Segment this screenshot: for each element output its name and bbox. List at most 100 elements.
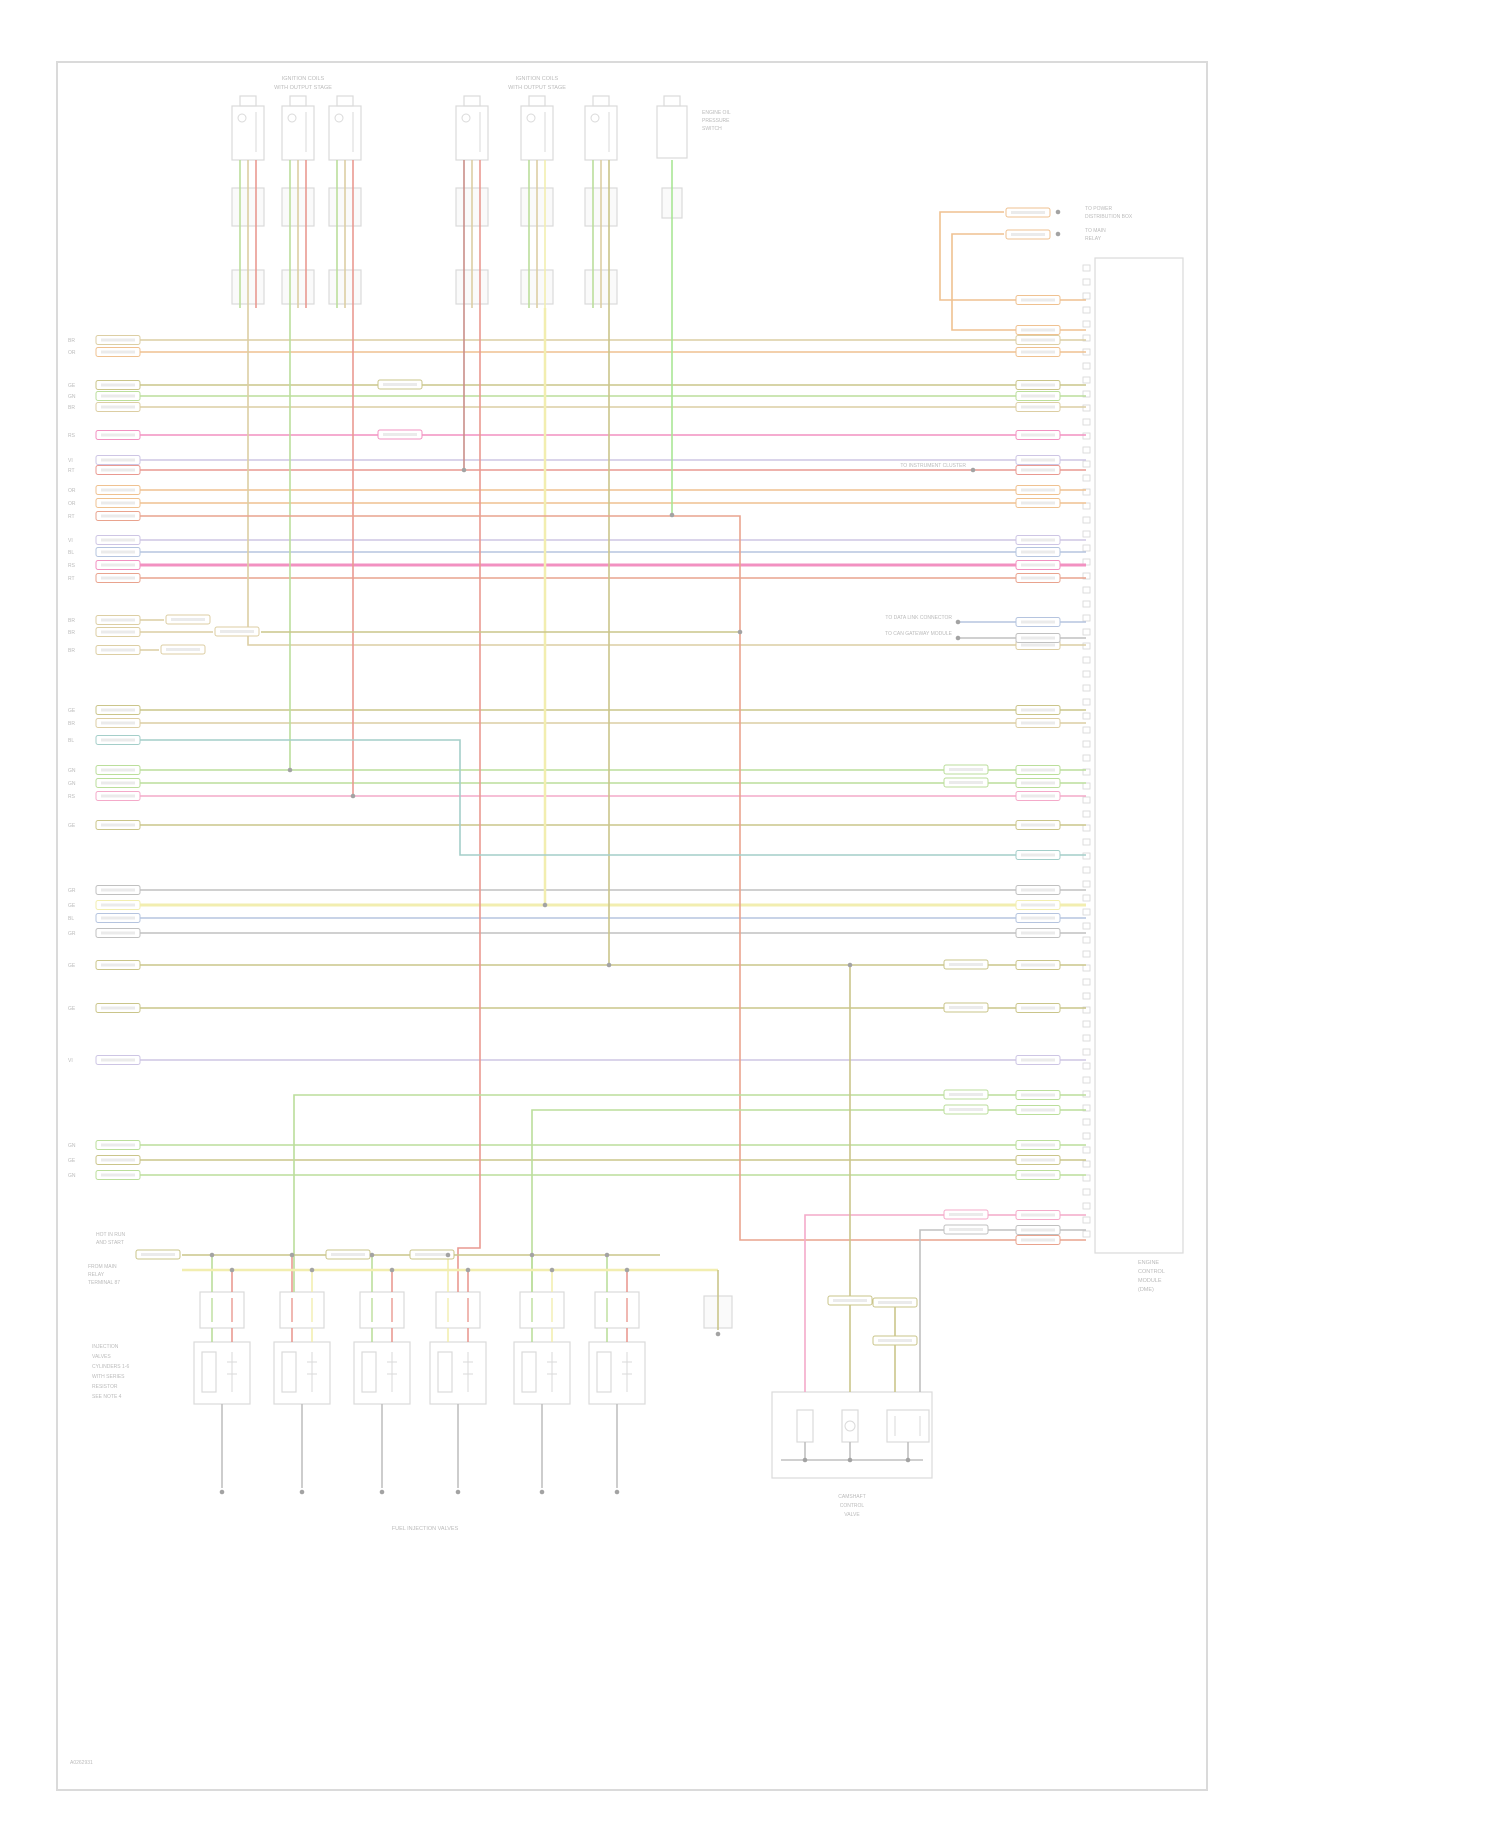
junction-dot xyxy=(209,1252,215,1258)
ignition-coil-connector xyxy=(592,95,610,107)
ecm-pin xyxy=(1082,642,1091,650)
solenoid-assembly-box xyxy=(771,1391,933,1479)
junction-dot xyxy=(369,1252,375,1258)
diagram-text: OR xyxy=(68,488,76,494)
ecm-pin xyxy=(1082,432,1091,440)
junction-dot xyxy=(445,1252,451,1258)
diagram-text: ENGINE OIL xyxy=(702,110,731,116)
coil-symbol xyxy=(526,113,536,123)
injector-connector xyxy=(199,1291,245,1329)
diagram-text: OR xyxy=(68,350,76,356)
ecm-pin xyxy=(1082,264,1091,272)
ignition-coil xyxy=(520,105,554,161)
junction-dot xyxy=(229,1267,235,1273)
ecm-pin xyxy=(1082,278,1091,286)
diagram-text: GR xyxy=(68,888,76,894)
diagram-text: CAMSHAFT xyxy=(838,1494,866,1500)
ecm-pin xyxy=(1082,1230,1091,1238)
ignition-coil-connector xyxy=(289,95,307,107)
ecm-pin xyxy=(1082,1090,1091,1098)
junction-dot xyxy=(970,467,976,473)
diagram-text: GE xyxy=(68,823,76,829)
wire xyxy=(804,1214,1086,1392)
ecm-pin xyxy=(1082,992,1091,1000)
solenoid-valve xyxy=(841,1409,859,1443)
ignition-coil-connector xyxy=(528,95,546,107)
diagram-text: BR xyxy=(68,648,75,654)
ecm-pin xyxy=(1082,1202,1091,1210)
junction-dot xyxy=(309,1267,315,1273)
diagram-text: BR xyxy=(68,618,75,624)
diagram-text: A0262931 xyxy=(70,1760,93,1766)
ecm-pin xyxy=(1082,1174,1091,1182)
ignition-coil-connector xyxy=(336,95,354,107)
ecm-pin xyxy=(1082,768,1091,776)
ecm-pin xyxy=(1082,1020,1091,1028)
text-layer: BR OR GE GN BR RS VI RT OR OR VI BL RS RT GE BR GN GN RS GE… xyxy=(68,76,1165,1766)
diagram-text: TO POWER xyxy=(1085,206,1113,212)
junction-dot xyxy=(549,1267,555,1273)
ignition-coil xyxy=(584,105,618,161)
diagram-text: GN xyxy=(68,1143,76,1149)
ecm-pin xyxy=(1082,530,1091,538)
ecm-pin xyxy=(1082,1034,1091,1042)
ecm-pin xyxy=(1082,1076,1091,1084)
ecm-pin xyxy=(1082,712,1091,720)
diagram-text: RT xyxy=(68,468,75,474)
ecm-pin xyxy=(1082,684,1091,692)
ecm-pin xyxy=(1082,964,1091,972)
wire xyxy=(531,1109,1086,1292)
coil-symbol xyxy=(287,113,297,123)
junction-dot xyxy=(529,1252,535,1258)
injector-symbol xyxy=(361,1351,377,1393)
ecm-pin xyxy=(1082,1160,1091,1168)
junction-dot xyxy=(1055,231,1061,237)
ecm-pin xyxy=(1082,334,1091,342)
wires-layer xyxy=(140,160,1086,1488)
diagram-text: BL xyxy=(68,916,74,922)
ecm-pin xyxy=(1082,1118,1091,1126)
ecm-pin xyxy=(1082,558,1091,566)
ecm-pin xyxy=(1082,782,1091,790)
junction-dot xyxy=(606,962,612,968)
diagram-text: CYLINDERS 1-6 xyxy=(92,1364,129,1370)
injector-symbol xyxy=(437,1351,453,1393)
diagram-text: TO CAN GATEWAY MODULE xyxy=(885,631,953,637)
diagram-text: TERMINAL 87 xyxy=(88,1280,120,1286)
diagram-text: BR xyxy=(68,338,75,344)
diagram-text: RELAY xyxy=(88,1272,105,1278)
diagram-text: GN xyxy=(68,781,76,787)
junction-dot xyxy=(955,635,961,641)
wire xyxy=(939,211,1086,301)
ecm-pin xyxy=(1082,1048,1091,1056)
ecm-pin xyxy=(1082,1006,1091,1014)
ecm-pin xyxy=(1082,628,1091,636)
diagram-text: OR xyxy=(68,501,76,507)
wire xyxy=(140,739,1086,856)
injector-connector xyxy=(519,1291,565,1329)
junction-dot xyxy=(905,1457,911,1463)
junction-dot xyxy=(287,767,293,773)
injector-symbol xyxy=(281,1351,297,1393)
valve-symbol xyxy=(844,1420,856,1432)
ecm-pin xyxy=(1082,1146,1091,1154)
injector-connector xyxy=(435,1291,481,1329)
ecm-pin xyxy=(1082,320,1091,328)
ecm-pin xyxy=(1082,810,1091,818)
ecm-pin xyxy=(1082,446,1091,454)
ecm-pin xyxy=(1082,1104,1091,1112)
ecm-pin xyxy=(1082,474,1091,482)
diagram-text: VI xyxy=(68,458,73,464)
ecm-pin xyxy=(1082,740,1091,748)
ecm-pin xyxy=(1082,726,1091,734)
diagram-text: VI xyxy=(68,1058,73,1064)
diagram-text: BR xyxy=(68,405,75,411)
injector-connector xyxy=(279,1291,325,1329)
diagram-text: IGNITION COILS xyxy=(516,76,559,82)
diagram-text: RT xyxy=(68,514,75,520)
ecm-pin xyxy=(1082,796,1091,804)
junction-dot xyxy=(289,1252,295,1258)
injector-symbol xyxy=(201,1351,217,1393)
ecm-pin xyxy=(1082,698,1091,706)
